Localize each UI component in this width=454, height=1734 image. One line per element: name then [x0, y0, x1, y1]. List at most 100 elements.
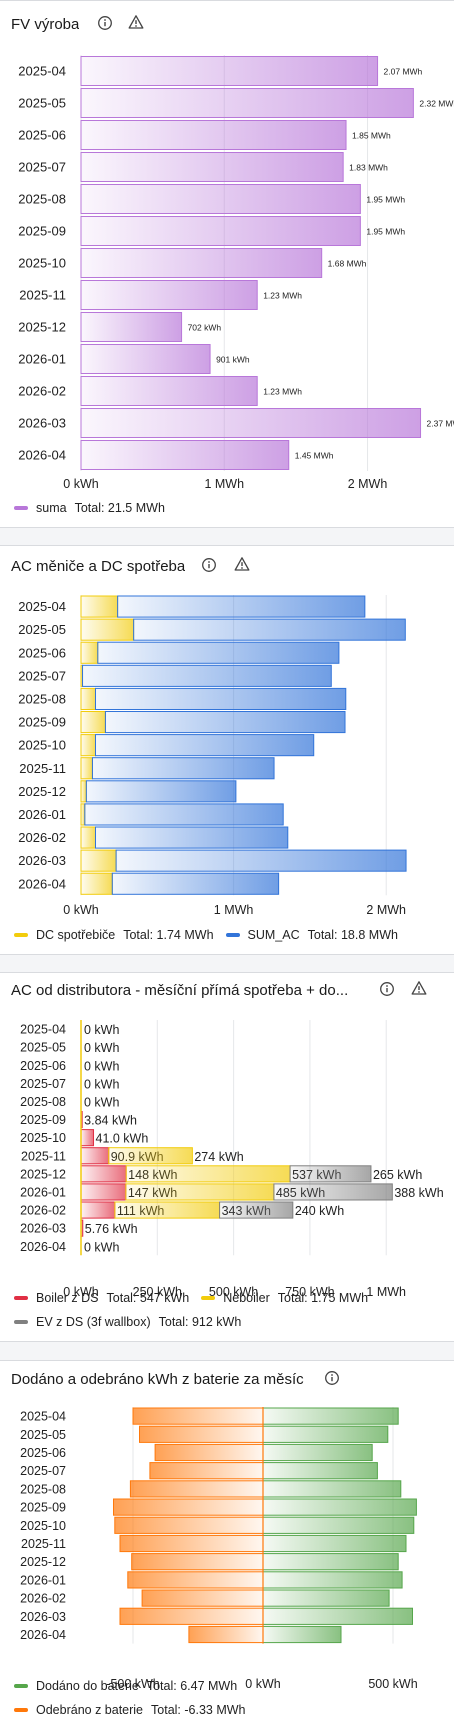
bar [80, 88, 414, 118]
info-circle-icon[interactable] [324, 1370, 340, 1386]
bar-odebrano [119, 1607, 264, 1625]
bar [80, 440, 290, 470]
y-tick-label: 2025-08 [20, 1095, 66, 1109]
panel-title: FV výroba [11, 16, 80, 33]
bar-sum-ac [111, 872, 280, 895]
y-tick-label: 2025-10 [18, 256, 66, 271]
y-tick-label: 2025-09 [18, 715, 66, 730]
legend-series-name: SUM_AC [247, 928, 300, 942]
data-label: 901 kWh [216, 355, 250, 365]
panel-title: AC od distributora - měsíční přímá spotř… [11, 982, 349, 999]
bar-dodano [262, 1462, 378, 1480]
legend-item[interactable]: SUM_AC Total: 18.8 MWh [225, 928, 398, 942]
legend-item[interactable]: Dodáno do baterie Total: 6.47 MWh [14, 1679, 237, 1693]
legend-item[interactable]: Neboiler Total: 1.75 MWh [201, 1291, 368, 1305]
x-tick-label: 250 kWh [133, 1285, 182, 1299]
bar-segment [80, 1147, 110, 1165]
bar-dodano [262, 1571, 403, 1589]
data-label: 265 kWh [373, 1168, 422, 1182]
bar-dc-spotrebice [80, 641, 99, 664]
data-label: 702 kWh [188, 323, 222, 333]
bar-odebrano [127, 1571, 264, 1589]
legend-swatch [14, 1320, 28, 1324]
bar-sum-ac [97, 641, 340, 664]
bar-segment [125, 1165, 291, 1183]
warning-triangle-icon[interactable] [128, 14, 144, 30]
legend-series-name: Neboiler [223, 1291, 270, 1305]
y-tick-label: 2025-05 [18, 622, 66, 637]
y-tick-label: 2025-10 [18, 738, 66, 753]
x-tick-label: 0 kWh [63, 477, 98, 491]
y-tick-label: 2026-02 [20, 1592, 66, 1606]
bar [80, 408, 422, 438]
data-label: 0 kWh [84, 1041, 119, 1055]
info-circle-icon[interactable] [201, 557, 217, 573]
panel-title: Dodáno a odebráno kWh z baterie za měsíc [11, 1371, 304, 1388]
x-tick-label: 2 MWh [348, 477, 388, 491]
data-label: 3.84 kWh [84, 1114, 137, 1128]
legend-swatch [201, 1296, 216, 1300]
bar-dc-spotrebice [80, 734, 96, 757]
info-circle-icon[interactable] [97, 15, 113, 31]
legend-series-name: Dodáno do baterie [36, 1679, 139, 1693]
bar-dc-spotrebice [80, 826, 96, 849]
y-tick-label: 2025-11 [21, 1149, 66, 1163]
data-label: 0 kWh [84, 1095, 119, 1109]
y-tick-label: 2025-10 [20, 1131, 66, 1145]
bar-odebrano [139, 1425, 264, 1443]
bar [80, 376, 258, 406]
y-tick-label: 2026-01 [20, 1185, 66, 1199]
data-label: 41.0 kWh [96, 1132, 149, 1146]
bar-dc-spotrebice [80, 711, 106, 734]
y-tick-label: 2026-03 [20, 1222, 66, 1236]
warning-triangle-icon[interactable] [411, 980, 427, 996]
x-tick-label: 750 kWh [285, 1285, 334, 1299]
bar-dodano [262, 1534, 407, 1553]
legend-item[interactable]: EV z DS (3f wallbox) Total: 912 kWh [14, 1315, 241, 1329]
bar-odebrano [149, 1462, 264, 1480]
legend-swatch [14, 933, 28, 937]
chart-ac-menice: 0 kWh 1 MWh 2 MWh 2025-04 2025-05 2025-06 2025… [18, 595, 407, 917]
y-tick-label: 2026-04 [18, 448, 66, 463]
x-tick-label: 1 MWh [204, 477, 244, 491]
y-tick-label: 2025-12 [20, 1555, 66, 1569]
data-label: 388 kWh [394, 1186, 443, 1200]
data-label: 240 kWh [295, 1204, 344, 1218]
panel-baterie: Dodáno a odebráno kWh z baterie za měsíc… [0, 1360, 454, 1734]
y-tick-label: 2026-04 [20, 1240, 66, 1254]
data-label: 2.37 MWh [427, 419, 454, 429]
legend-series-name: Boiler z DS [36, 1291, 99, 1305]
warning-triangle-icon[interactable] [234, 556, 250, 572]
legend-item[interactable]: suma Total: 21.5 MWh [14, 501, 165, 515]
data-label: 2.32 MWh [419, 99, 454, 109]
legend-item[interactable]: Odebráno z baterie Total: -6.33 MWh [14, 1703, 246, 1717]
bar [80, 280, 258, 310]
legend-series-name: Odebráno z baterie [36, 1703, 144, 1717]
legend-series-name: DC spotřebiče [36, 928, 116, 942]
legend-total: Total: 1.75 MWh [277, 1291, 369, 1305]
bar-dodano [262, 1516, 415, 1534]
bar-dc-spotrebice [80, 803, 86, 826]
legend-item[interactable]: Boiler z DS Total: 547 kWh [14, 1291, 189, 1305]
info-circle-icon[interactable] [379, 981, 395, 997]
legend-item[interactable]: DC spotřebiče Total: 1.74 MWh [14, 928, 214, 942]
bar-dodano [262, 1407, 399, 1425]
legend-total: Total: 6.47 MWh [146, 1679, 238, 1693]
legend-total: Total: 1.74 MWh [123, 928, 214, 942]
y-tick-label: 2025-06 [20, 1446, 66, 1460]
bar-odebrano [113, 1498, 264, 1516]
x-tick-label: 500 kWh [209, 1285, 258, 1299]
data-label: 1.68 MWh [328, 259, 367, 269]
bar [80, 152, 344, 182]
x-tick-label: 0 kWh [63, 1285, 98, 1299]
y-tick-label: 2026-01 [18, 807, 66, 822]
legend: Odebráno z baterie Total: -6.33 MWh [14, 1703, 246, 1717]
bar [80, 120, 347, 150]
y-tick-label: 2025-12 [18, 320, 66, 335]
bar-sum-ac [117, 595, 366, 618]
data-label: 1.83 MWh [349, 163, 388, 173]
x-tick-label: -500 kWh [106, 1677, 160, 1691]
bar-dc-spotrebice [80, 618, 135, 641]
bar-odebrano [154, 1443, 264, 1462]
bar-dodano [262, 1443, 373, 1462]
